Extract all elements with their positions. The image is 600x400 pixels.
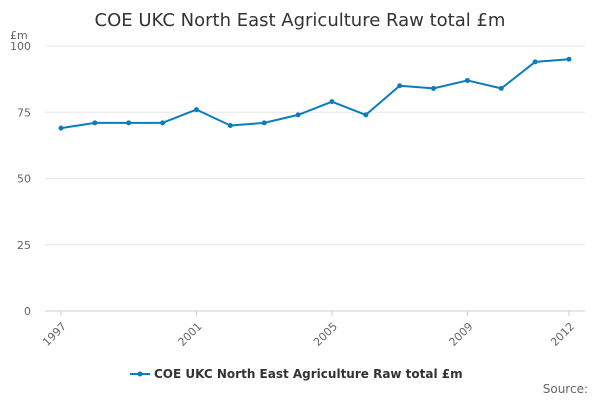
source-label: Source: [543, 382, 588, 396]
y-tick-label: 75 [17, 106, 31, 119]
data-point[interactable] [363, 112, 369, 118]
y-tick-label: 50 [17, 173, 31, 186]
data-point[interactable] [58, 125, 64, 131]
y-tick-label: 100 [10, 40, 31, 53]
data-point[interactable] [227, 123, 233, 128]
series-layer [58, 56, 572, 131]
x-tick-label: 2009 [447, 320, 476, 349]
axes: 0 25 50 75 100 1997 2001 2005 2009 2012 [10, 40, 585, 349]
data-point[interactable] [261, 120, 267, 126]
data-point[interactable] [160, 120, 166, 126]
x-tick-label: 2005 [311, 320, 340, 349]
series-line [60, 58, 570, 130]
chart-title: COE UKC North East Agriculture Raw total… [95, 10, 506, 31]
data-point[interactable] [532, 59, 538, 65]
x-tick-label: 2001 [176, 320, 205, 349]
x-tick-label: 2012 [548, 320, 577, 349]
gridlines [45, 45, 585, 246]
data-point[interactable] [92, 120, 98, 126]
legend-label: COE UKC North East Agriculture Raw total… [154, 367, 463, 381]
y-tick-label: 0 [24, 305, 31, 318]
x-tick-label: 1997 [40, 320, 69, 349]
legend[interactable]: COE UKC North East Agriculture Raw total… [130, 367, 463, 381]
data-point[interactable] [329, 99, 335, 105]
data-point[interactable] [126, 120, 132, 126]
data-point[interactable] [566, 56, 572, 62]
y-tick-label: 25 [17, 239, 31, 252]
data-point[interactable] [464, 77, 470, 83]
data-point[interactable] [193, 107, 199, 113]
data-point[interactable] [498, 85, 504, 91]
data-point[interactable] [295, 112, 301, 118]
data-point[interactable] [397, 83, 403, 89]
y-axis-unit-label: £m [10, 29, 28, 42]
data-point[interactable] [431, 85, 437, 91]
legend-point-marker [137, 371, 143, 377]
